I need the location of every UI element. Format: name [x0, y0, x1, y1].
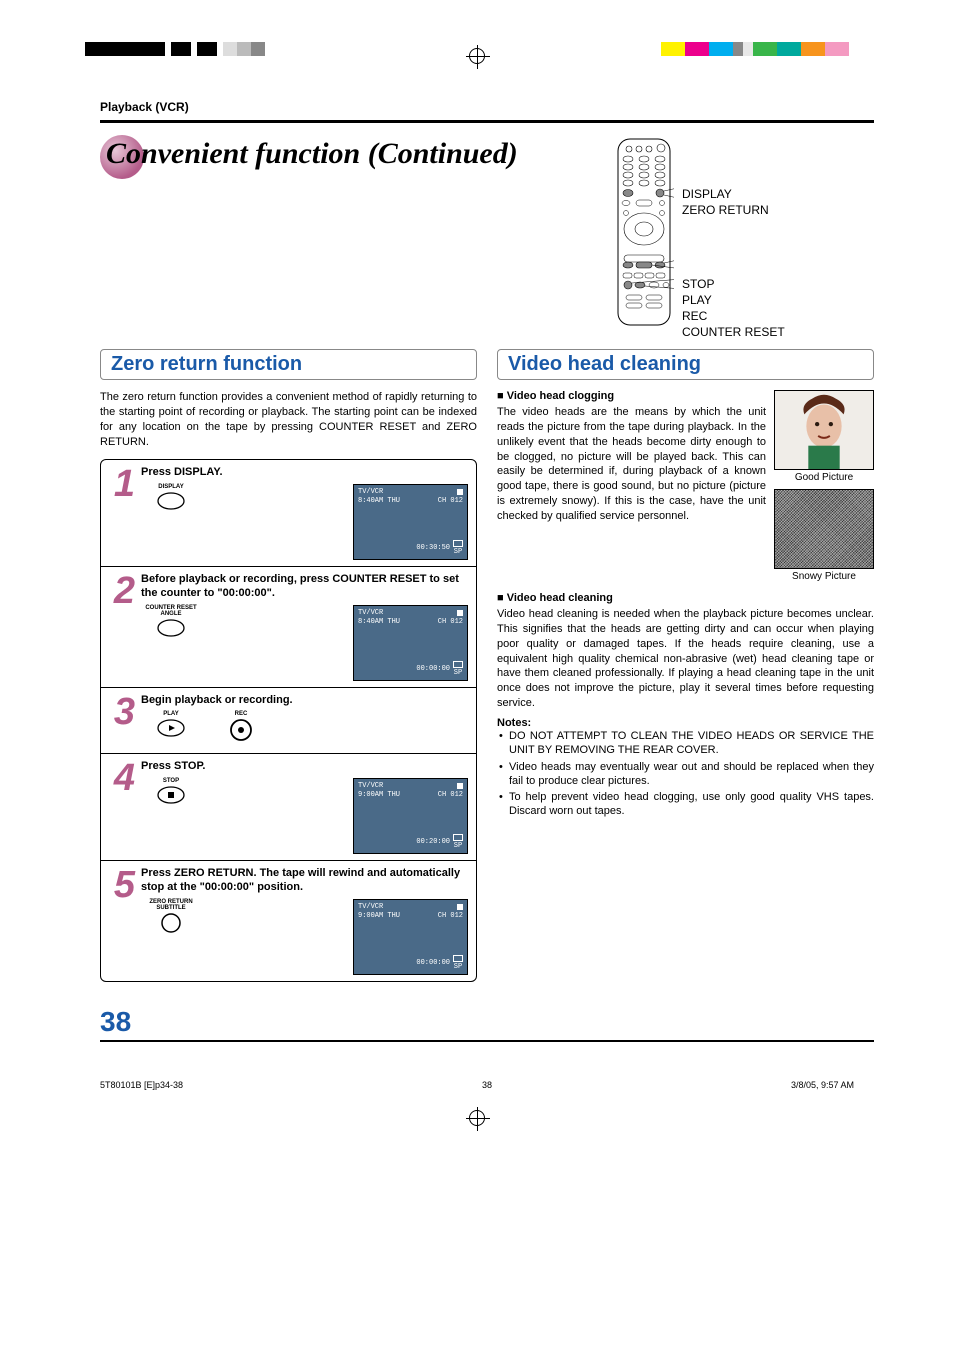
step-text: Press ZERO RETURN. The tape will rewind … [141, 867, 468, 895]
note-item: DO NOT ATTEMPT TO CLEAN THE VIDEO HEADS … [497, 729, 874, 758]
step-number: 2 [105, 573, 135, 607]
step-text: Begin playback or recording. [141, 694, 468, 708]
color-bars-right [661, 42, 849, 56]
step-1: 1 Press DISPLAY. DISPLAY TV/VCR 8:40AM T… [101, 460, 476, 567]
remote-button-icon: PLAY [141, 711, 201, 743]
osd-display: TV/VCR 8:40AM THUCH 012 00:00:00SP [353, 605, 468, 681]
remote-button-icon: COUNTER RESETANGLE [141, 605, 201, 643]
remote-label-play: PLAY [682, 293, 785, 307]
zero-return-intro: The zero return function provides a conv… [100, 390, 477, 449]
step-5: 5 Press ZERO RETURN. The tape will rewin… [101, 861, 476, 981]
page-title: Convenient function (Continued) [100, 137, 584, 171]
clogging-text: The video heads are the means by which t… [497, 405, 766, 524]
remote-label-display: DISPLAY [682, 187, 785, 201]
footer-page: 38 [482, 1080, 492, 1090]
section-title-video-head: Video head cleaning [497, 349, 874, 380]
snowy-picture-sample [774, 489, 874, 569]
step-number: 5 [105, 867, 135, 901]
osd-display: TV/VCR 9:00AM THUCH 012 00:00:00SP [353, 899, 468, 975]
color-bars-left [85, 42, 265, 56]
page-number-rule [100, 1040, 874, 1042]
page-number: 38 [100, 1006, 874, 1038]
step-text: Press DISPLAY. [141, 466, 468, 480]
cleaning-text: Video head cleaning is needed when the p… [497, 607, 874, 711]
step-number: 4 [105, 760, 135, 794]
remote-label-stop: STOP [682, 277, 785, 291]
step-text: Before playback or recording, press COUN… [141, 573, 468, 601]
remote-label-rec: REC [682, 309, 785, 323]
step-2: 2 Before playback or recording, press CO… [101, 567, 476, 688]
section-title-zero-return: Zero return function [100, 349, 477, 380]
step-4: 4 Press STOP. STOP TV/VCR 9:00AM THUCH 0… [101, 754, 476, 861]
remote-control-icon [614, 137, 674, 327]
remote-label-zero-return: ZERO RETURN [682, 203, 785, 217]
snowy-picture-label: Snowy Picture [774, 571, 874, 582]
remote-label-counter-reset: COUNTER RESET [682, 325, 785, 339]
steps-box: 1 Press DISPLAY. DISPLAY TV/VCR 8:40AM T… [100, 459, 477, 981]
note-item: To help prevent video head clogging, use… [497, 790, 874, 819]
subheading-clogging: Video head clogging [497, 390, 766, 402]
divider [100, 120, 874, 123]
osd-display: TV/VCR 8:40AM THUCH 012 00:30:50SP [353, 484, 468, 560]
subheading-cleaning: Video head cleaning [497, 592, 874, 604]
notes-list: DO NOT ATTEMPT TO CLEAN THE VIDEO HEADS … [497, 729, 874, 819]
footer-date: 3/8/05, 9:57 AM [791, 1080, 854, 1090]
good-picture-label: Good Picture [774, 472, 874, 483]
step-3: 3 Begin playback or recording. PLAY REC [101, 688, 476, 755]
breadcrumb: Playback (VCR) [100, 100, 874, 114]
footer: 5T80101B [E]p34-38 38 3/8/05, 9:57 AM [0, 1072, 954, 1090]
remote-button-icon: REC [211, 711, 271, 747]
crop-marks-top [0, 0, 954, 60]
remote-button-icon: DISPLAY [141, 484, 201, 516]
remote-button-icon: STOP [141, 778, 201, 810]
osd-display: TV/VCR 9:00AM THUCH 012 00:20:00SP [353, 778, 468, 854]
step-number: 1 [105, 466, 135, 500]
good-picture-sample [774, 390, 874, 470]
step-text: Press STOP. [141, 760, 468, 774]
note-item: Video heads may eventually wear out and … [497, 760, 874, 789]
page-content: Playback (VCR) Convenient function (Cont… [0, 60, 954, 1072]
remote-button-icon: ZERO RETURNSUBTITLE [141, 899, 201, 939]
registration-mark-bottom-icon [469, 1110, 485, 1126]
footer-file: 5T80101B [E]p34-38 [100, 1080, 183, 1090]
notes-heading: Notes: [497, 717, 874, 729]
step-number: 3 [105, 694, 135, 728]
